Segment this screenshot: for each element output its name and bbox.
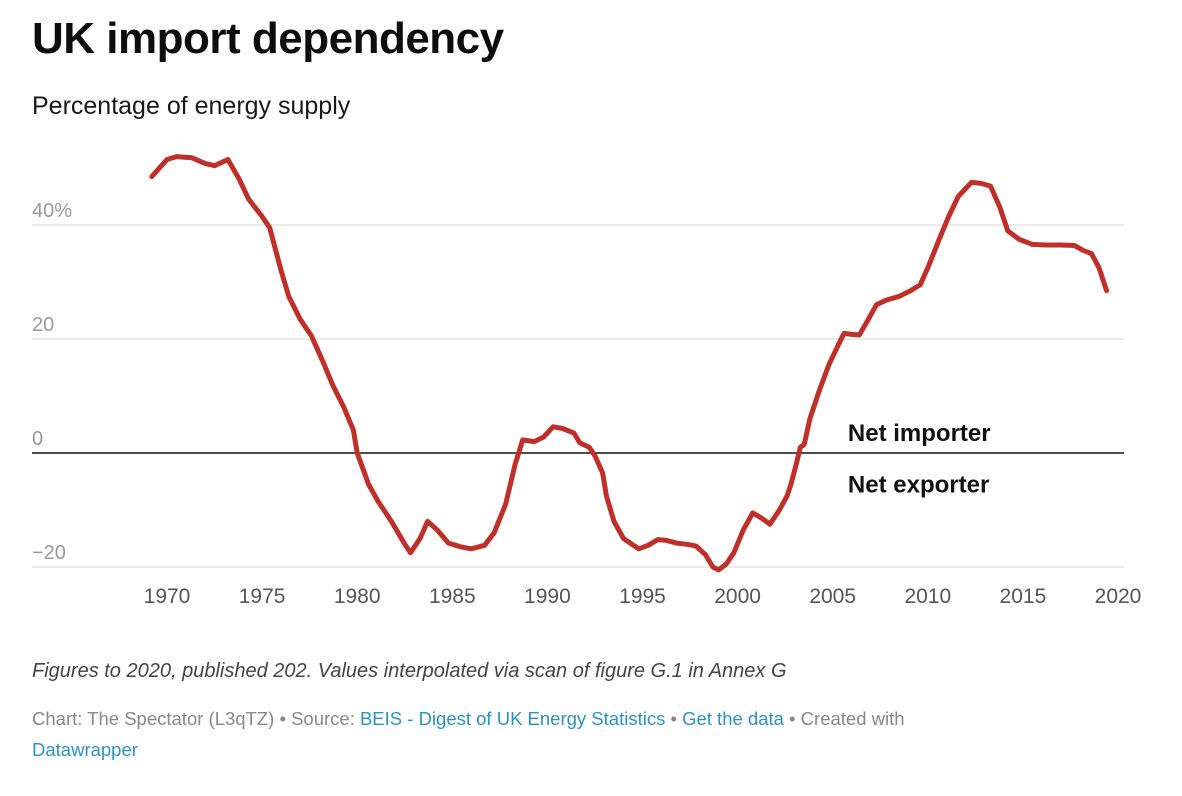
chart-credit: Chart: The Spectator (L3qTZ) • Source: [32,708,360,729]
chart-footer: Chart: The Spectator (L3qTZ) • Source: B… [32,703,1092,765]
chart-area: 40% 20 0 −20 1970 1975 1980 1985 1990 1995 2000 20… [32,154,1142,608]
x-tick-label: 2010 [904,585,951,608]
x-tick-label: 1970 [144,585,191,608]
x-tick-label: 1975 [239,585,286,608]
datawrapper-link[interactable]: Datawrapper [32,739,138,760]
x-tick-label: 2000 [714,585,761,608]
get-data-link[interactable]: Get the data [682,708,784,729]
y-tick-label: 0 [32,428,43,450]
annotation-label: Net importer [848,420,991,447]
chart-notes: Figures to 2020, published 202. Values i… [32,660,787,682]
x-tick-label: 2015 [1000,585,1047,608]
y-tick-label: 40% [32,200,72,222]
created-with-text: • Created with [783,708,905,729]
y-tick-label: −20 [32,542,66,564]
footer-separator: • [665,708,683,729]
chart-subtitle: Percentage of energy supply [32,92,351,120]
y-axis-ticks: 40% 20 0 −20 [32,200,72,564]
source-link[interactable]: BEIS - Digest of UK Energy Statistics [359,708,666,729]
annotation-label: Net exporter [848,471,989,498]
x-axis-ticks: 1970 1975 1980 1985 1990 1995 2000 2005 2010 2015… [144,585,1142,608]
x-tick-label: 1985 [429,585,476,608]
x-tick-label: 1980 [334,585,381,608]
x-tick-label: 1990 [524,585,571,608]
x-tick-label: 2020 [1095,585,1142,608]
y-tick-label: 20 [32,314,54,336]
x-tick-label: 1995 [619,585,666,608]
grid-lines [32,224,1124,568]
annotations: Net importer Net exporter [848,420,991,498]
series-line [149,154,1110,573]
x-tick-label: 2005 [809,585,856,608]
chart-title: UK import dependency [32,14,504,63]
series-line-layer [149,154,1110,573]
